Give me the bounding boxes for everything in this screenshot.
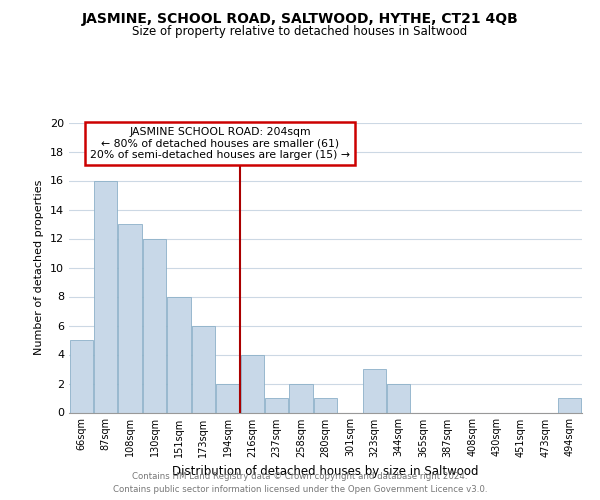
Bar [558,398,581,412]
Bar [363,369,386,412]
Bar [289,384,313,412]
Bar [387,384,410,412]
Bar [167,296,191,412]
Bar [94,180,117,412]
Bar [216,384,239,412]
Text: Contains HM Land Registry data © Crown copyright and database right 2024.
Contai: Contains HM Land Registry data © Crown c… [113,472,487,494]
Bar [241,354,264,412]
Text: JASMINE SCHOOL ROAD: 204sqm
← 80% of detached houses are smaller (61)
20% of sem: JASMINE SCHOOL ROAD: 204sqm ← 80% of det… [91,127,350,160]
Bar [70,340,93,412]
X-axis label: Distribution of detached houses by size in Saltwood: Distribution of detached houses by size … [172,465,479,478]
Bar [265,398,288,412]
Text: Size of property relative to detached houses in Saltwood: Size of property relative to detached ho… [133,25,467,38]
Bar [192,326,215,412]
Text: JASMINE, SCHOOL ROAD, SALTWOOD, HYTHE, CT21 4QB: JASMINE, SCHOOL ROAD, SALTWOOD, HYTHE, C… [82,12,518,26]
Bar [314,398,337,412]
Y-axis label: Number of detached properties: Number of detached properties [34,180,44,355]
Bar [118,224,142,412]
Bar [143,238,166,412]
